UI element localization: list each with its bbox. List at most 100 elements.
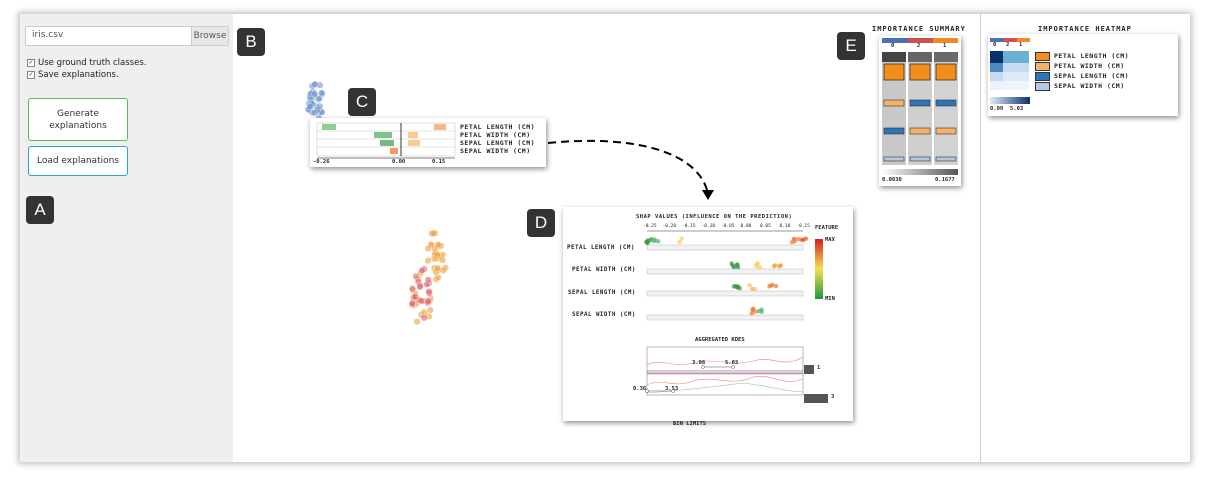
importance-cell[interactable] — [909, 63, 931, 81]
heatmap-column-label: 2 — [1006, 42, 1010, 48]
shap-tick-label: 0.10 — [779, 224, 791, 229]
save-explanations-label: Save explanations. — [38, 70, 119, 80]
shap-point — [799, 237, 804, 242]
data-point[interactable] — [420, 314, 428, 322]
kde-mark-label: 3.86 — [692, 360, 706, 366]
data-point[interactable] — [424, 245, 432, 253]
load-explanations-button[interactable]: Load explanations — [28, 146, 128, 176]
data-point[interactable] — [413, 318, 421, 326]
data-point[interactable] — [424, 276, 432, 284]
shap-point — [735, 262, 740, 267]
data-point[interactable] — [431, 245, 439, 253]
importance-cell[interactable] — [883, 127, 905, 135]
heatmap-cell[interactable] — [1003, 81, 1016, 90]
heatmap-cell[interactable] — [1003, 72, 1016, 81]
legend-label: SEPAL WIDTH (CM) — [1054, 82, 1125, 90]
data-point[interactable] — [430, 255, 438, 263]
importance-summary-title: IMPORTANCE SUMMARY — [872, 25, 966, 33]
importance-cell[interactable] — [909, 156, 931, 162]
shap-title: SHAP VALUES (INFLUENCE ON THE PREDICTION… — [636, 214, 793, 220]
legend-swatch — [1035, 52, 1050, 61]
heatmap-card[interactable]: 0 2 1 PETAL LENGTH (CM) PETAL WIDTH (CM)… — [988, 34, 1178, 116]
axis-mid-label: 0.00 — [392, 159, 406, 165]
importance-cell[interactable] — [883, 99, 905, 107]
importance-cell[interactable] — [935, 127, 957, 135]
importance-cell[interactable] — [883, 63, 905, 81]
data-point[interactable] — [425, 288, 433, 296]
shap-point — [735, 284, 741, 289]
shap-tick-label: -0.25 — [643, 224, 657, 229]
data-point[interactable] — [408, 299, 416, 307]
data-point[interactable] — [417, 297, 425, 305]
heatmap-color-scale — [990, 97, 1030, 104]
data-point[interactable] — [428, 230, 436, 238]
generate-explanations-button[interactable]: Generate explanations — [28, 98, 128, 141]
importance-cell[interactable] — [935, 63, 957, 81]
bin-limits-label: BIN LIMITS — [673, 421, 707, 427]
generate-label: Generate explanations — [49, 108, 107, 131]
data-point[interactable] — [438, 256, 446, 264]
legend-label: PETAL WIDTH (CM) — [1054, 62, 1125, 70]
heatmap-column-label: 0 — [993, 42, 997, 48]
importance-cell[interactable] — [909, 127, 931, 135]
data-point[interactable] — [416, 282, 424, 290]
kde-class-label: 3 — [831, 394, 835, 400]
data-point[interactable] — [424, 257, 432, 265]
save-explanations-checkbox[interactable]: ✓ Save explanations. — [27, 70, 119, 80]
heatmap-cell[interactable] — [1016, 51, 1029, 63]
summary-column-label: 2 — [917, 43, 921, 49]
data-point[interactable] — [408, 285, 416, 293]
shap-tick-label: -0.15 — [682, 224, 696, 229]
shap-point — [747, 283, 752, 288]
kde-class-label: 1 — [817, 365, 821, 371]
data-point[interactable] — [316, 102, 324, 110]
heatmap-cell[interactable] — [990, 81, 1003, 90]
shap-point — [796, 236, 801, 242]
projection-canvas[interactable] — [20, 14, 1190, 462]
shap-point — [679, 236, 684, 241]
heatmap-cell[interactable] — [990, 63, 1003, 72]
data-point[interactable] — [424, 297, 432, 305]
data-point[interactable] — [306, 102, 314, 110]
scatter-points[interactable] — [304, 80, 449, 326]
browse-button[interactable]: Browse — [191, 27, 228, 45]
shap-detail-panel: SHAP VALUES (INFLUENCE ON THE PREDICTION… — [563, 207, 853, 427]
importance-cell[interactable] — [935, 156, 957, 162]
heatmap-cell[interactable] — [990, 72, 1003, 81]
data-point[interactable] — [434, 264, 442, 272]
data-point[interactable] — [418, 266, 426, 274]
importance-summary-panel[interactable]: 0 2 1 0.0030 0.1677 — [879, 36, 961, 186]
importance-cell[interactable] — [883, 156, 905, 162]
kde-class-bar — [804, 365, 814, 374]
kde-mark-label: 3.53 — [665, 386, 679, 392]
app-window: iris.csv Browse ✓ Use ground truth class… — [20, 14, 1190, 462]
checkbox-icon[interactable]: ✓ — [27, 71, 35, 79]
heatmap-cell[interactable] — [1003, 63, 1016, 72]
feature-scale-title: FEATURE — [815, 225, 839, 231]
data-point[interactable] — [311, 109, 319, 117]
data-point[interactable] — [311, 80, 319, 88]
heatmap-cell[interactable] — [1003, 51, 1016, 63]
ground-truth-label: Use ground truth classes. — [38, 58, 147, 68]
tag-d: D — [527, 209, 555, 237]
shap-feature-label: PETAL LENGTH (CM) — [567, 245, 635, 251]
data-point[interactable] — [311, 90, 319, 98]
heatmap-cell[interactable] — [1016, 72, 1029, 81]
data-point[interactable] — [318, 89, 326, 97]
heatmap-cell[interactable] — [1016, 81, 1029, 90]
tag-b: B — [237, 28, 265, 56]
checkbox-icon[interactable]: ✓ — [27, 59, 35, 67]
explanation-tooltip: PETAL LENGTH (CM) PETAL WIDTH (CM) SEPAL… — [310, 118, 546, 167]
summary-column-label: 1 — [943, 43, 947, 49]
shap-points — [644, 236, 809, 316]
summary-scale-min: 0.0030 — [882, 177, 902, 183]
heatmap-cell[interactable] — [990, 51, 1003, 63]
heatmap-cell[interactable] — [1016, 63, 1029, 72]
importance-cell[interactable] — [935, 99, 957, 107]
legend-swatch — [1035, 72, 1050, 81]
file-input[interactable]: iris.csv Browse — [25, 26, 229, 46]
data-point[interactable] — [426, 306, 434, 314]
ground-truth-checkbox[interactable]: ✓ Use ground truth classes. — [27, 58, 146, 68]
importance-cell[interactable] — [909, 99, 931, 107]
data-point[interactable] — [411, 293, 419, 301]
